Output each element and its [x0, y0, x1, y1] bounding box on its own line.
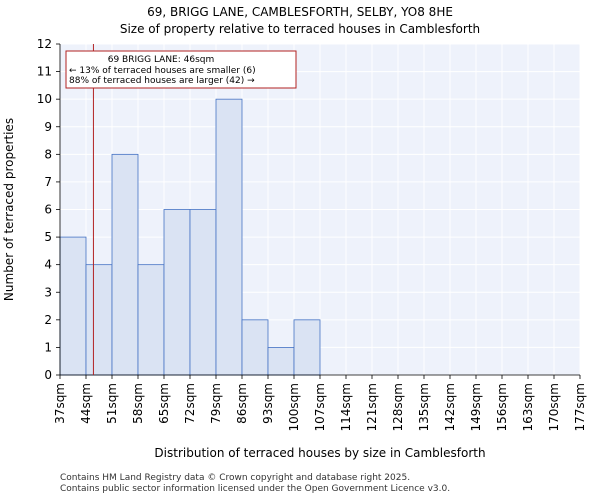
histogram-bar: [189, 209, 217, 376]
x-tick-label: 65sqm: [157, 383, 171, 424]
x-tick-label: 100sqm: [287, 383, 301, 431]
y-tick-label: 12: [37, 37, 52, 51]
y-tick-label: 11: [37, 65, 52, 79]
histogram-bar: [137, 264, 165, 376]
y-tick-label: 9: [44, 120, 52, 134]
y-tick-label: 7: [44, 175, 52, 189]
x-tick-label: 156sqm: [495, 383, 509, 431]
histogram-bar: [59, 236, 87, 376]
x-tick-label: 121sqm: [365, 383, 379, 431]
x-tick-label: 177sqm: [573, 383, 587, 431]
x-tick-label: 163sqm: [521, 383, 535, 431]
x-tick-label: 44sqm: [79, 383, 93, 424]
y-tick-label: 1: [44, 340, 52, 354]
footer-line-1: Contains HM Land Registry data © Crown c…: [60, 473, 411, 483]
histogram-bar: [85, 264, 113, 376]
histogram-bar: [267, 347, 295, 376]
y-tick-label: 2: [44, 313, 52, 327]
y-tick-label: 3: [44, 285, 52, 299]
x-tick-label: 107sqm: [313, 383, 327, 431]
x-tick-label: 79sqm: [209, 383, 223, 424]
x-tick-label: 58sqm: [131, 383, 145, 424]
y-tick-label: 6: [44, 203, 52, 217]
x-tick-label: 135sqm: [417, 383, 431, 431]
y-tick-label: 0: [44, 368, 52, 382]
x-axis-title: Distribution of terraced houses by size …: [154, 446, 485, 460]
histogram-bar: [111, 153, 139, 376]
x-tick-label: 128sqm: [391, 383, 405, 431]
y-tick-label: 10: [37, 92, 52, 106]
x-tick-label: 170sqm: [547, 383, 561, 431]
annotation-box: [65, 50, 297, 89]
y-tick-label: 8: [44, 147, 52, 161]
x-tick-label: 37sqm: [53, 383, 67, 424]
histogram-bar: [241, 319, 269, 376]
x-tick-label: 114sqm: [339, 383, 353, 431]
chart-title: 69, BRIGG LANE, CAMBLESFORTH, SELBY, YO8…: [147, 5, 453, 19]
x-tick-label: 51sqm: [105, 383, 119, 424]
histogram-bar: [163, 209, 191, 376]
histogram-bar: [215, 98, 243, 376]
chart-subtitle: Size of property relative to terraced ho…: [119, 22, 481, 36]
x-tick-label: 86sqm: [235, 383, 249, 424]
x-tick-label: 72sqm: [183, 383, 197, 424]
histogram-bar: [293, 319, 321, 376]
annotation-line-2: ← 13% of terraced houses are smaller (6): [69, 66, 256, 76]
x-tick-label: 93sqm: [261, 383, 275, 424]
y-tick-label: 4: [44, 258, 52, 272]
y-axis-title: Number of terraced properties: [2, 118, 16, 301]
x-tick-label: 149sqm: [469, 383, 483, 431]
annotation-line-1: 69 BRIGG LANE: 46sqm: [108, 55, 215, 65]
annotation-line-3: 88% of terraced houses are larger (42) →: [69, 76, 255, 86]
x-tick-label: 142sqm: [443, 383, 457, 431]
footer-line-2: Contains public sector information licen…: [60, 484, 451, 494]
y-tick-label: 5: [44, 230, 52, 244]
